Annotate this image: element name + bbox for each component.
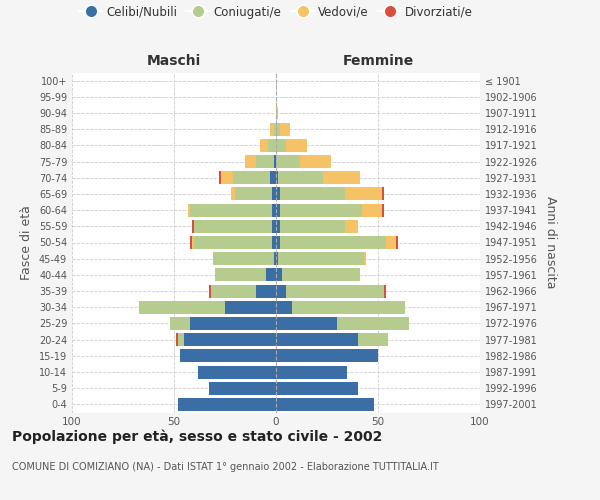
- Bar: [176, 333, 178, 346]
- Bar: [190, 236, 193, 249]
- Bar: [278, 252, 364, 265]
- Bar: [382, 204, 384, 216]
- Bar: [256, 155, 274, 168]
- Bar: [276, 122, 280, 136]
- Bar: [211, 284, 256, 298]
- Bar: [266, 268, 276, 281]
- Bar: [276, 350, 378, 362]
- Text: Maschi: Maschi: [147, 54, 201, 68]
- Bar: [190, 204, 272, 216]
- Bar: [282, 268, 359, 281]
- Bar: [386, 236, 397, 249]
- Bar: [276, 172, 278, 184]
- Bar: [276, 333, 358, 346]
- Bar: [323, 172, 359, 184]
- Bar: [184, 333, 276, 346]
- Bar: [272, 236, 276, 249]
- Bar: [274, 155, 276, 168]
- Bar: [346, 188, 382, 200]
- Bar: [270, 122, 274, 136]
- Bar: [276, 236, 280, 249]
- Bar: [170, 317, 190, 330]
- Bar: [337, 317, 409, 330]
- Bar: [276, 106, 278, 120]
- Bar: [276, 301, 292, 314]
- Bar: [384, 284, 386, 298]
- Y-axis label: Anni di nascita: Anni di nascita: [544, 196, 557, 288]
- Bar: [233, 172, 270, 184]
- Bar: [272, 220, 276, 233]
- Bar: [209, 382, 276, 394]
- Bar: [245, 155, 256, 168]
- Bar: [276, 188, 280, 200]
- Legend: Celibi/Nubili, Coniugati/e, Vedovi/e, Divorziati/e: Celibi/Nubili, Coniugati/e, Vedovi/e, Di…: [74, 1, 478, 24]
- Text: Femmine: Femmine: [343, 54, 413, 68]
- Text: Popolazione per età, sesso e stato civile - 2002: Popolazione per età, sesso e stato civil…: [12, 430, 382, 444]
- Bar: [280, 220, 346, 233]
- Bar: [209, 284, 211, 298]
- Bar: [215, 268, 266, 281]
- Bar: [178, 333, 184, 346]
- Bar: [235, 188, 272, 200]
- Bar: [193, 236, 194, 249]
- Bar: [276, 204, 280, 216]
- Bar: [364, 252, 366, 265]
- Bar: [276, 382, 358, 394]
- Bar: [276, 155, 301, 168]
- Bar: [397, 236, 398, 249]
- Bar: [280, 204, 362, 216]
- Bar: [274, 122, 276, 136]
- Bar: [199, 366, 276, 378]
- Bar: [188, 204, 190, 216]
- Bar: [256, 284, 276, 298]
- Bar: [139, 301, 225, 314]
- Bar: [190, 317, 276, 330]
- Bar: [276, 284, 286, 298]
- Bar: [276, 139, 286, 152]
- Bar: [346, 220, 358, 233]
- Bar: [301, 155, 331, 168]
- Bar: [180, 350, 276, 362]
- Bar: [270, 172, 276, 184]
- Bar: [194, 220, 272, 233]
- Bar: [292, 301, 404, 314]
- Y-axis label: Fasce di età: Fasce di età: [20, 205, 33, 280]
- Bar: [268, 139, 276, 152]
- Bar: [272, 188, 276, 200]
- Bar: [178, 398, 276, 411]
- Bar: [362, 204, 382, 216]
- Bar: [286, 139, 307, 152]
- Bar: [280, 236, 386, 249]
- Bar: [194, 236, 272, 249]
- Bar: [278, 172, 323, 184]
- Bar: [225, 301, 276, 314]
- Bar: [272, 204, 276, 216]
- Bar: [276, 252, 278, 265]
- Bar: [213, 252, 274, 265]
- Bar: [219, 172, 221, 184]
- Bar: [231, 188, 235, 200]
- Bar: [358, 333, 388, 346]
- Bar: [276, 317, 337, 330]
- Bar: [280, 188, 346, 200]
- Text: COMUNE DI COMIZIANO (NA) - Dati ISTAT 1° gennaio 2002 - Elaborazione TUTTITALIA.: COMUNE DI COMIZIANO (NA) - Dati ISTAT 1°…: [12, 462, 439, 472]
- Bar: [260, 139, 268, 152]
- Bar: [276, 366, 347, 378]
- Bar: [276, 398, 374, 411]
- Bar: [276, 220, 280, 233]
- Bar: [193, 220, 194, 233]
- Bar: [274, 252, 276, 265]
- Bar: [276, 268, 282, 281]
- Bar: [382, 188, 384, 200]
- Bar: [221, 172, 233, 184]
- Bar: [280, 122, 290, 136]
- Bar: [286, 284, 384, 298]
